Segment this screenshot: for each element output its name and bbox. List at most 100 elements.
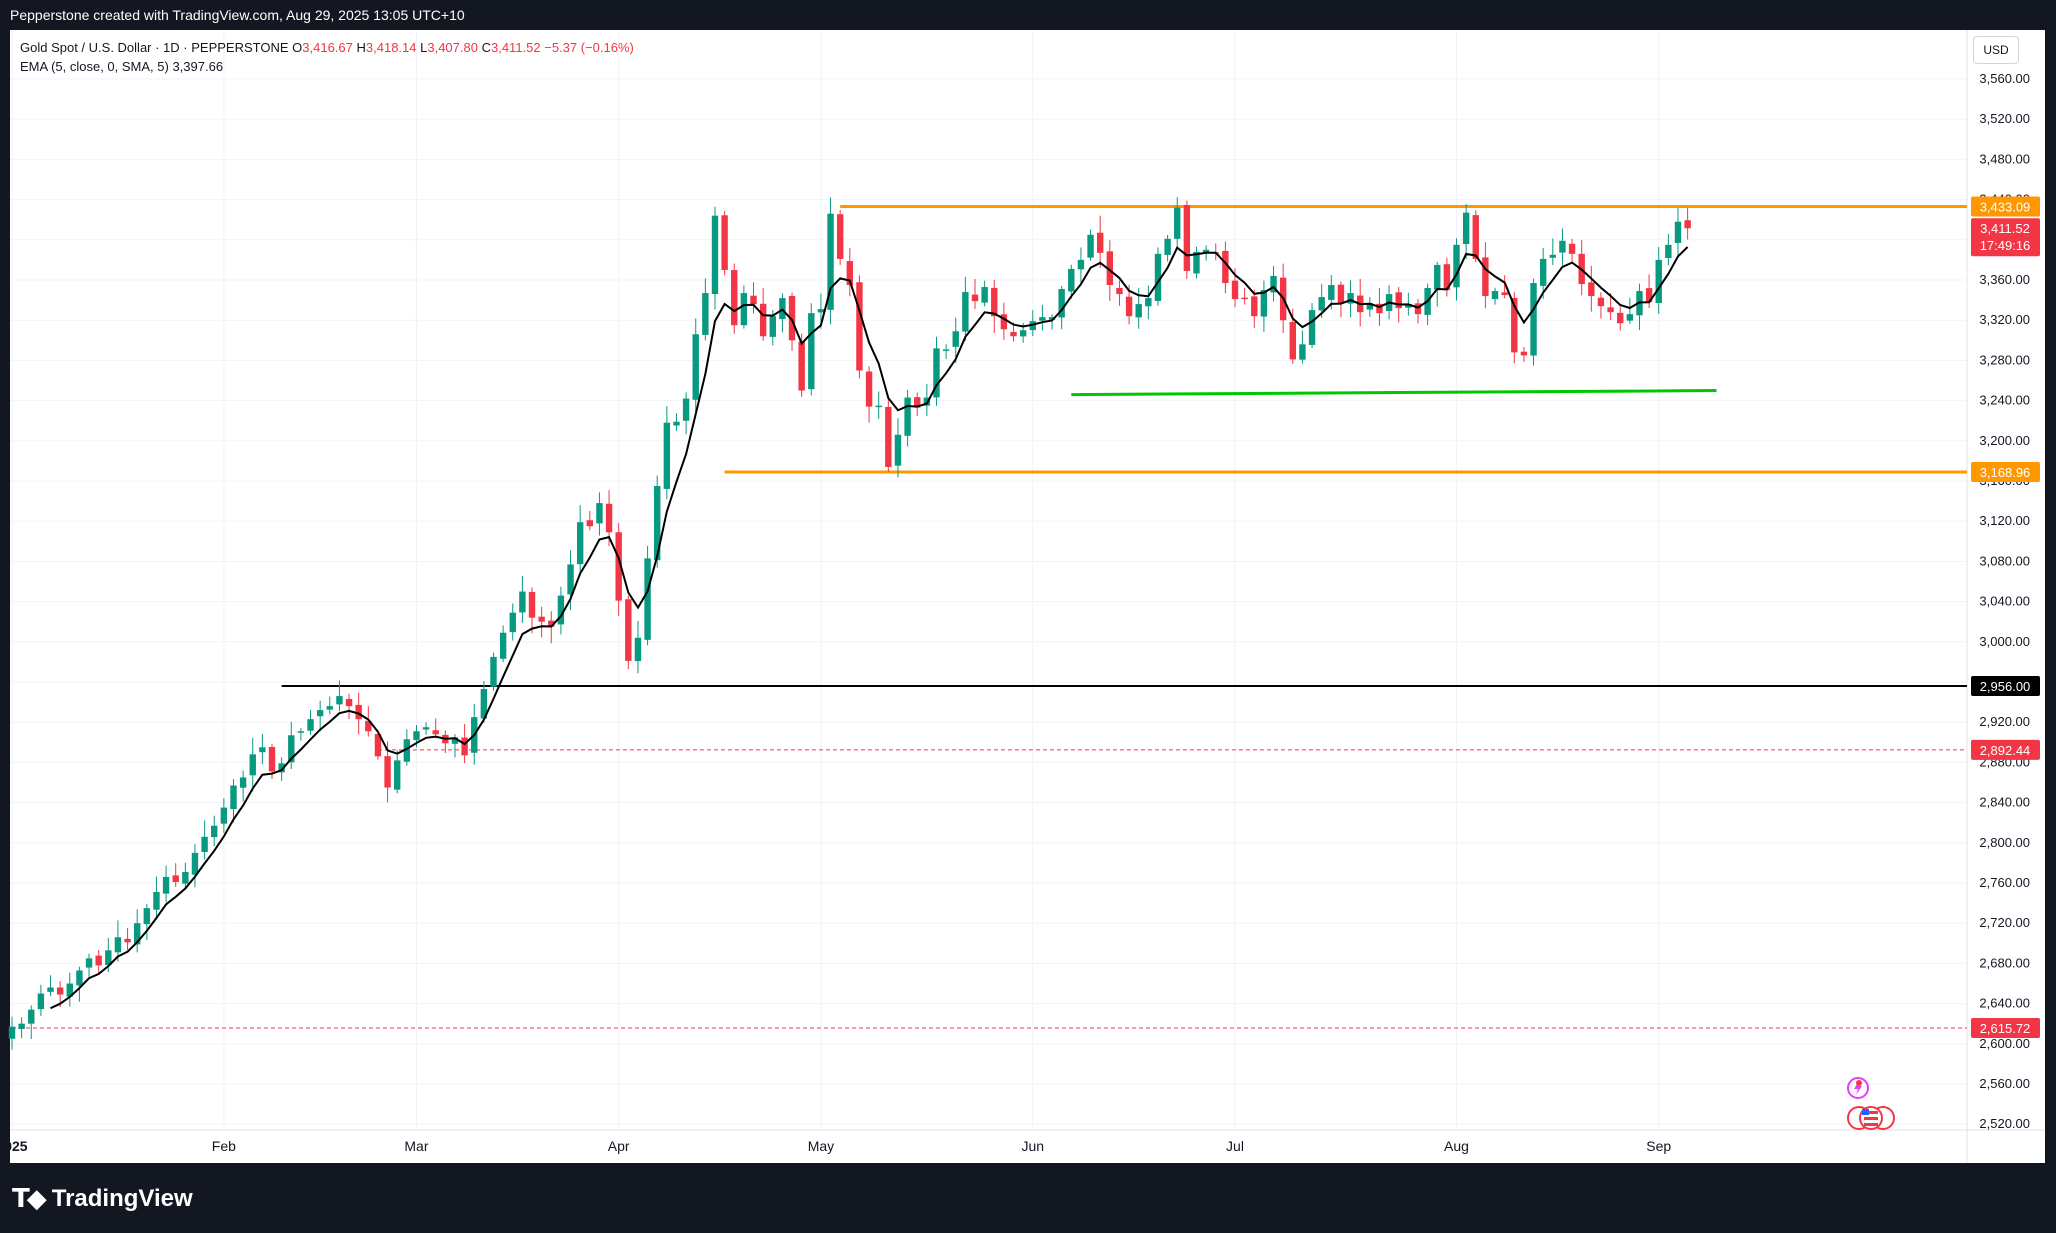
- y-tick-label: 3,520.00: [1979, 111, 2030, 126]
- candle-body: [971, 294, 979, 302]
- candle-body: [1665, 244, 1672, 259]
- flag-stripe: [1864, 1117, 1878, 1120]
- candle-body: [297, 731, 305, 733]
- event-icons[interactable]: [1840, 1075, 1900, 1135]
- tradingview-logo-icon: 𝗧◆: [12, 1184, 47, 1214]
- candle-body: [586, 520, 593, 527]
- candle-body: [528, 592, 536, 618]
- candle-body: [731, 270, 738, 326]
- candle-body: [740, 293, 748, 326]
- x-tick-label: 2025: [0, 1138, 28, 1154]
- legend-row-symbol: Gold Spot / U.S. Dollar · 1D · PEPPERSTO…: [20, 38, 634, 57]
- candle-body: [499, 632, 507, 659]
- open-label: O: [292, 40, 303, 55]
- flag-canton: [1862, 1109, 1869, 1115]
- level-price-label: 2,892.44: [1980, 743, 2031, 758]
- candle-body: [307, 719, 314, 731]
- candle-body: [374, 734, 382, 757]
- candle-body: [105, 950, 112, 966]
- candle-body: [596, 503, 603, 524]
- y-tick-label: 2,640.00: [1979, 996, 2030, 1011]
- candle-body: [1039, 317, 1046, 321]
- chart-frame[interactable]: [10, 30, 2045, 1163]
- candle-body: [692, 334, 699, 400]
- candle-body: [1308, 310, 1316, 345]
- candle-body: [1241, 297, 1248, 300]
- candle-body: [1270, 275, 1277, 293]
- candle-body: [827, 213, 834, 310]
- candle-body: [885, 406, 892, 467]
- candle-body: [1087, 234, 1094, 258]
- candle-body: [625, 599, 632, 661]
- candle-body: [220, 807, 228, 824]
- x-tick-label: Apr: [608, 1138, 630, 1154]
- tradingview-logo[interactable]: 𝗧◆ TradingView: [12, 1184, 193, 1214]
- legend-row-indicator[interactable]: EMA (5, close, 0, SMA, 5) 3,397.66: [20, 57, 634, 76]
- candle-body: [567, 564, 574, 595]
- candle-body: [1482, 257, 1489, 297]
- last-price-label: 3,411.52: [1980, 221, 2030, 236]
- chart-legend: Gold Spot / U.S. Dollar · 1D · PEPPERSTO…: [20, 38, 634, 76]
- candle-body: [114, 937, 122, 953]
- level-price-tag: [1971, 196, 2040, 217]
- candle-body: [933, 348, 940, 398]
- candle-body: [384, 756, 391, 788]
- candle-body: [191, 852, 199, 875]
- candle-body: [711, 215, 719, 295]
- y-tick-label: 2,760.00: [1979, 875, 2030, 890]
- candle-body: [1231, 280, 1239, 300]
- candle-body: [1568, 243, 1576, 254]
- bottom-bar: [0, 1163, 2056, 1233]
- candle-body: [288, 735, 295, 763]
- candle-body: [1462, 212, 1470, 245]
- y-tick-label: 3,240.00: [1979, 393, 2030, 408]
- candle-body: [942, 349, 950, 351]
- candle-body: [1617, 312, 1624, 324]
- candle-body: [1684, 220, 1691, 229]
- candle-body: [644, 558, 651, 640]
- candle-body: [1597, 297, 1605, 307]
- candle-body: [1588, 282, 1595, 297]
- candle-body: [1337, 284, 1345, 304]
- candle-body: [1645, 288, 1653, 303]
- candle-body: [808, 313, 815, 390]
- currency-button[interactable]: USD: [1973, 36, 2019, 64]
- x-tick-label: Aug: [1444, 1138, 1469, 1154]
- candle-body: [37, 993, 45, 1010]
- candle-body: [962, 292, 969, 332]
- level-price-tag: [1971, 676, 2040, 697]
- y-tick-label: 3,320.00: [1979, 312, 2030, 327]
- y-tick-label: 2,920.00: [1979, 714, 2030, 729]
- candle-body: [1058, 289, 1065, 318]
- x-tick-label: Jul: [1226, 1138, 1244, 1154]
- level-price-label: 3,433.09: [1980, 200, 2031, 215]
- candle-body: [182, 871, 189, 884]
- tradingview-logo-text: TradingView: [51, 1185, 193, 1212]
- candle-body: [519, 591, 526, 613]
- lightning-icon[interactable]: [1847, 1077, 1869, 1099]
- candle-body: [1626, 314, 1634, 321]
- candle-body: [1501, 292, 1508, 296]
- candle-body: [1202, 249, 1210, 253]
- candle-body: [1655, 259, 1662, 304]
- candle-body: [480, 689, 488, 719]
- last-price-tag: [1971, 218, 2040, 257]
- candle-body: [836, 214, 844, 259]
- candle-body: [278, 763, 285, 773]
- bar-countdown-label: 17:49:16: [1980, 238, 2031, 253]
- indicator-value: 3,397.66: [172, 59, 224, 74]
- candle-body: [1328, 285, 1335, 300]
- candle-body: [422, 727, 430, 730]
- candle-body: [1251, 296, 1258, 317]
- candle-body: [769, 316, 776, 337]
- candle-body: [663, 422, 671, 489]
- candle-body: [230, 785, 237, 810]
- candle-body: [788, 295, 796, 341]
- candle-body: [95, 955, 102, 966]
- flag-stripe: [1864, 1111, 1878, 1114]
- candle-body: [268, 746, 276, 772]
- candle-body: [336, 696, 343, 705]
- level-price-label: 2,956.00: [1980, 679, 2031, 694]
- candle-body: [143, 908, 151, 925]
